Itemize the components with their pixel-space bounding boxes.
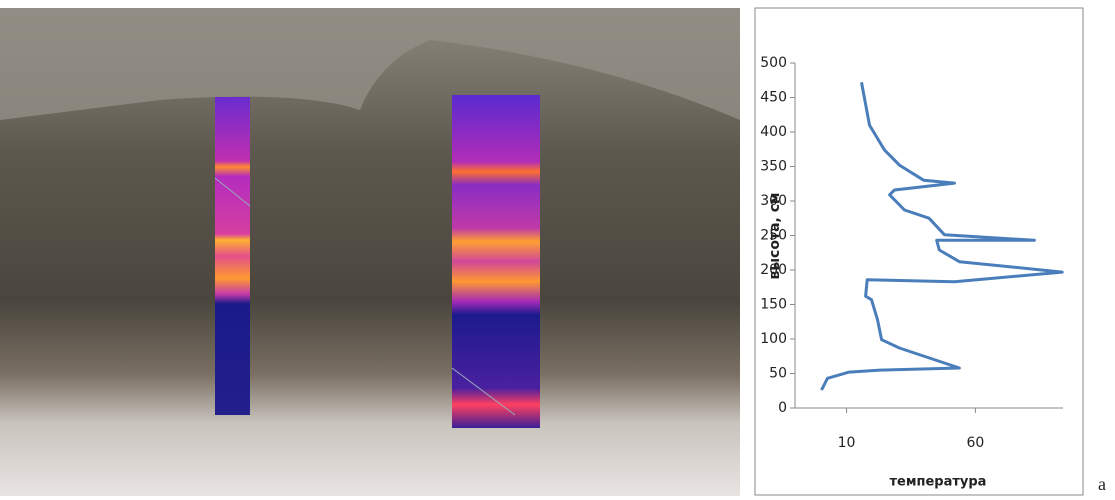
x-tick-label: 10: [838, 435, 856, 451]
photo: [0, 8, 740, 496]
y-tick-label: 50: [769, 366, 787, 382]
y-tick-label: 0: [778, 400, 787, 416]
y-tick-label: 350: [760, 159, 787, 175]
panel-label: а: [1098, 474, 1106, 494]
x-axis-label: температура: [890, 475, 987, 490]
thermal-strip: [215, 97, 250, 415]
x-tick-label: 60: [966, 435, 984, 451]
figure: 0501001502002503003504004505001060 высот…: [0, 0, 1115, 496]
y-axis-label: высота, см: [767, 193, 783, 280]
y-tick-label: 100: [760, 331, 787, 347]
y-tick-label: 400: [760, 124, 787, 140]
chart-frame: [755, 8, 1083, 495]
y-tick-label: 150: [760, 297, 787, 313]
y-tick-label: 450: [760, 90, 787, 106]
y-tick-label: 500: [760, 55, 787, 71]
